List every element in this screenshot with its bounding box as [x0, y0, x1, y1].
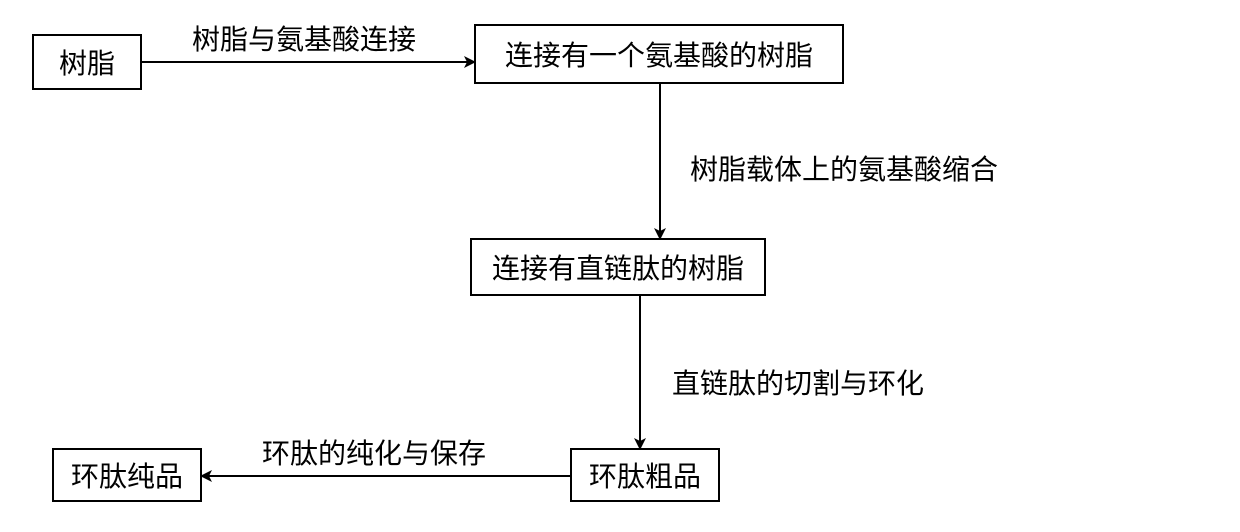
flow-node-label: 树脂 [59, 42, 115, 82]
flow-node-pure-cyclopeptide: 环肽纯品 [52, 448, 202, 502]
edge-label-cleave-cyclize: 直链肽的切割与环化 [672, 362, 924, 402]
edge-label-resin-aa-link: 树脂与氨基酸连接 [192, 18, 416, 58]
flow-node-resin: 树脂 [32, 34, 142, 90]
edge-label-purify-store: 环肽的纯化与保存 [262, 432, 486, 472]
flow-node-crude-cyclopeptide: 环肽粗品 [570, 448, 720, 502]
flow-node-label: 连接有直链肽的树脂 [492, 247, 744, 287]
flow-node-label: 环肽粗品 [589, 455, 701, 495]
edge-label-condensation: 树脂载体上的氨基酸缩合 [690, 148, 998, 188]
flow-node-label: 环肽纯品 [71, 455, 183, 495]
flow-node-resin-with-linear-peptide: 连接有直链肽的树脂 [470, 238, 766, 296]
flow-node-label: 连接有一个氨基酸的树脂 [505, 34, 813, 74]
flow-node-resin-with-aa: 连接有一个氨基酸的树脂 [474, 24, 844, 84]
